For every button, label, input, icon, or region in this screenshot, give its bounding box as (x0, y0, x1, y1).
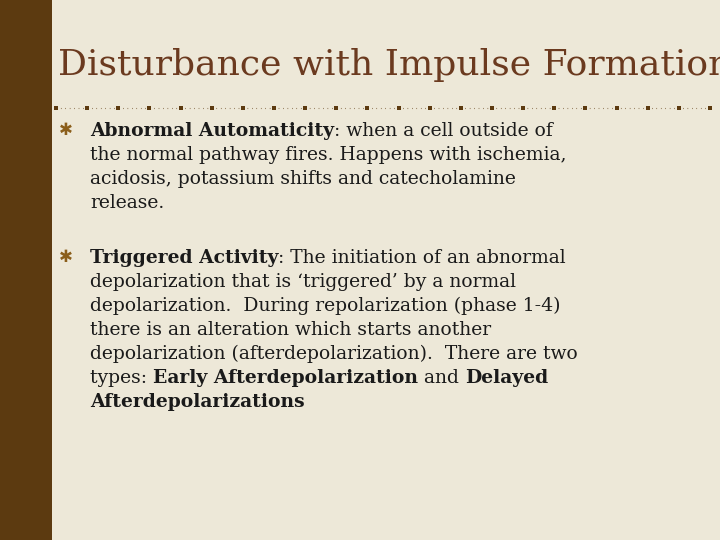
Text: Triggered Activity: Triggered Activity (90, 249, 279, 267)
Text: depolarization that is ‘triggered’ by a normal: depolarization that is ‘triggered’ by a … (90, 273, 516, 291)
Text: depolarization.  During repolarization (phase 1-4): depolarization. During repolarization (p… (90, 297, 560, 315)
Text: ✱: ✱ (59, 248, 73, 266)
Text: Disturbance with Impulse Formation: Disturbance with Impulse Formation (58, 48, 720, 82)
Text: acidosis, potassium shifts and catecholamine: acidosis, potassium shifts and catechola… (90, 170, 516, 188)
Text: and: and (418, 369, 465, 387)
Text: Afterdepolarizations: Afterdepolarizations (90, 393, 305, 411)
Text: : when a cell outside of: : when a cell outside of (334, 122, 553, 140)
Text: Abnormal Automaticity: Abnormal Automaticity (90, 122, 334, 140)
Text: depolarization (afterdepolarization).  There are two: depolarization (afterdepolarization). Th… (90, 345, 577, 363)
Bar (0, 0, 52, 540)
Text: : The initiation of an abnormal: : The initiation of an abnormal (279, 249, 566, 267)
Text: Delayed: Delayed (465, 369, 548, 387)
Text: there is an alteration which starts another: there is an alteration which starts anot… (90, 321, 491, 339)
Text: Early Afterdepolarization: Early Afterdepolarization (153, 369, 418, 387)
Text: ✱: ✱ (59, 121, 73, 139)
Text: the normal pathway fires. Happens with ischemia,: the normal pathway fires. Happens with i… (90, 146, 567, 164)
Text: release.: release. (90, 194, 164, 212)
Text: types:: types: (90, 369, 153, 387)
